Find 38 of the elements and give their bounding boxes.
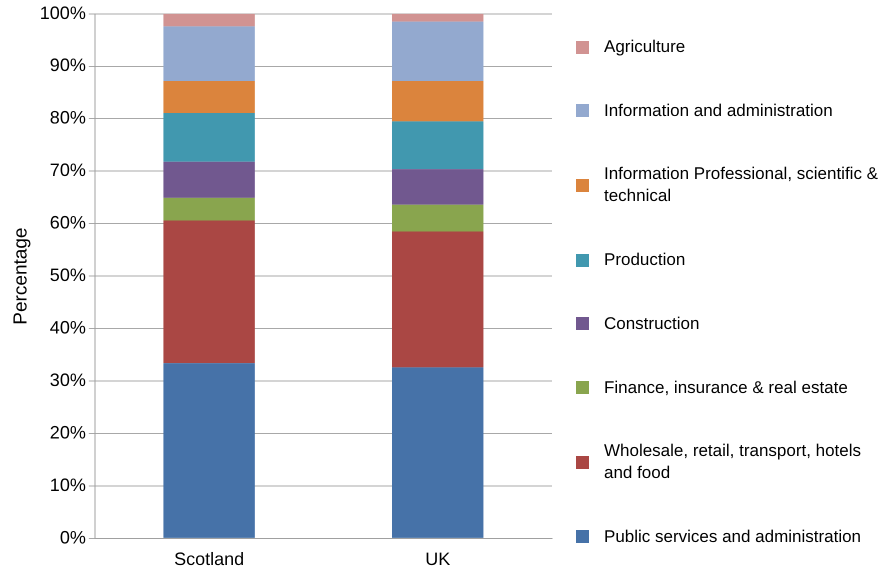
x-tick-label: Scotland (174, 549, 244, 570)
y-tick-label: 40% (50, 318, 86, 338)
bar (163, 26, 255, 81)
bar (392, 80, 484, 122)
bar (163, 14, 255, 26)
legend-label: Wholesale, retail, transport, hotels and food (604, 440, 862, 484)
legend-label: Information Professional, scientific & technical (604, 163, 880, 208)
legend-label: Agriculture (604, 36, 686, 58)
bar (163, 363, 255, 538)
bar (392, 14, 484, 22)
legend-label: Public services and administration (604, 526, 862, 548)
x-tick-label: UK (425, 549, 450, 570)
y-tick-label: 70% (50, 160, 86, 180)
y-axis-title: Percentage (10, 228, 32, 325)
y-tick-label: 0% (60, 527, 86, 548)
bar (392, 169, 484, 205)
y-tick-label: 10% (50, 474, 86, 495)
legend-label: Information and administration (604, 100, 833, 122)
bar (392, 204, 484, 232)
bar (392, 121, 484, 170)
bar (392, 367, 484, 538)
bar (163, 198, 255, 220)
bar (392, 22, 484, 81)
legend-label: Production (604, 249, 686, 272)
y-tick-label: 60% (50, 212, 86, 233)
legend-label: Finance, insurance & real estate (604, 376, 848, 399)
y-tick-label: 30% (50, 370, 86, 390)
legend-label: Construction (604, 312, 700, 335)
bar (392, 232, 484, 368)
y-tick-label: 100% (40, 2, 86, 23)
y-tick-label: 20% (50, 422, 86, 442)
y-tick-label: 50% (50, 265, 86, 286)
y-tick-label: 90% (50, 55, 86, 76)
y-tick-label: 80% (50, 108, 86, 128)
bar (163, 220, 255, 364)
bar (163, 112, 255, 162)
bar (163, 80, 255, 113)
bar (163, 162, 255, 198)
